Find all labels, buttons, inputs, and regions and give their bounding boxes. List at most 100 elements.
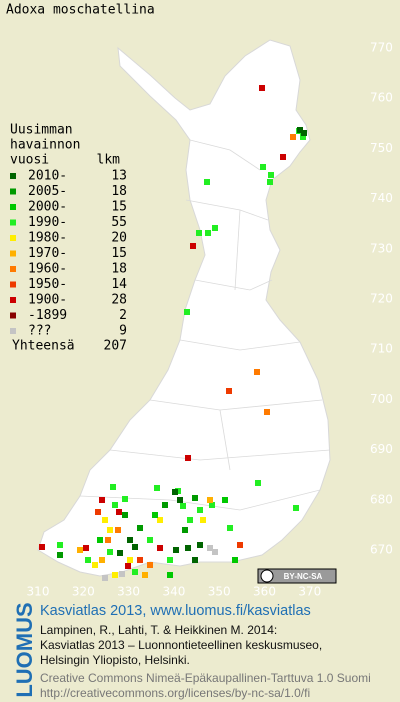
observation [185,455,191,461]
observation [116,509,122,515]
badge-box [257,568,337,584]
legend-swatch [10,297,16,303]
legend-count: 14 [111,277,127,292]
observation [147,562,153,568]
license-badge: BY-NC-SA [257,568,337,584]
legend-label: 1960- [28,262,67,277]
observation [132,569,138,575]
observation [127,537,133,543]
observation [157,517,163,523]
east-coordinate: 330 [117,585,140,599]
legend-swatch [10,204,16,210]
legend-swatch [10,173,16,179]
observation [122,496,128,502]
observation [57,542,63,548]
legend-label: ??? [28,324,51,339]
north-coordinate: 690 [370,442,393,456]
legend-label: 1970- [28,246,67,261]
observation [137,557,143,563]
legend-label: 2010- [28,169,67,184]
observation [107,549,113,555]
observation [237,542,243,548]
observation [182,527,188,533]
east-coordinate: 310 [27,585,50,599]
observation [192,495,198,501]
north-coordinate: 740 [370,191,393,205]
north-coordinate: 750 [370,141,393,155]
observation [254,369,260,375]
observation [205,230,211,236]
legend-label: 1900- [28,293,67,308]
observation [112,572,118,578]
observation [154,485,160,491]
legend-count-heading: lkm [97,153,121,168]
brand: LUOMUS [12,602,37,697]
legend-heading: vuosi [10,153,49,168]
north-coordinate: 720 [370,292,393,306]
east-coordinate: 320 [72,585,95,599]
observation [207,545,213,551]
legend-count: 15 [111,246,127,261]
license-line: http://creativecommons.org/licenses/by-n… [40,686,310,700]
legend-count: 55 [111,215,127,230]
species-title: Adoxa moschatellina [6,3,155,18]
east-coordinate: 360 [253,585,276,599]
legend-total-label: Yhteensä [12,339,75,354]
legend-label: 1950- [28,277,67,292]
legend-count: 15 [111,200,127,215]
observation [259,85,265,91]
east-coordinate: 370 [298,585,321,599]
legend-swatch [10,266,16,272]
observation [99,497,105,503]
observation [185,545,191,551]
observation [300,134,306,140]
observation [293,505,299,511]
observation [187,517,193,523]
observation [57,552,63,558]
observation [119,571,125,577]
observation [77,547,83,553]
legend-count: 28 [111,293,127,308]
observation [115,527,121,533]
observation [102,575,108,581]
legend-swatch [10,219,16,226]
observation [190,243,196,249]
observation [92,562,98,568]
observation [268,172,274,178]
east-coordinate: 350 [208,585,231,599]
observation [192,557,198,563]
east-coordinate: 340 [162,585,185,599]
observation [132,544,138,550]
observation [167,572,173,578]
observation [207,497,213,503]
observation [99,557,105,563]
observation [172,489,178,495]
observation [255,480,261,486]
legend-label: 1990- [28,215,67,230]
observation [95,509,101,515]
observation [260,164,266,170]
observation [290,134,296,140]
legend-count: 20 [111,231,127,246]
observation [125,563,131,569]
observation [107,527,113,533]
observation [152,512,158,518]
observation [110,484,116,490]
observation [226,388,232,394]
cc-icon [260,569,274,583]
observation [147,537,153,543]
north-coordinate: 700 [370,392,393,406]
observation [112,502,118,508]
observation [197,542,203,548]
legend-swatch [10,188,16,195]
legend-count: 13 [111,169,127,184]
observation [184,309,190,315]
legend-count: 9 [119,324,127,339]
region-borders [79,139,331,511]
license-line: Creative Commons Nimeä-Epäkaupallinen-Ta… [40,671,371,685]
observation [264,409,270,415]
observation [122,512,128,518]
north-coordinate: 730 [370,241,393,255]
badge-text: BY-NC-SA [284,572,323,581]
observation [212,549,218,555]
